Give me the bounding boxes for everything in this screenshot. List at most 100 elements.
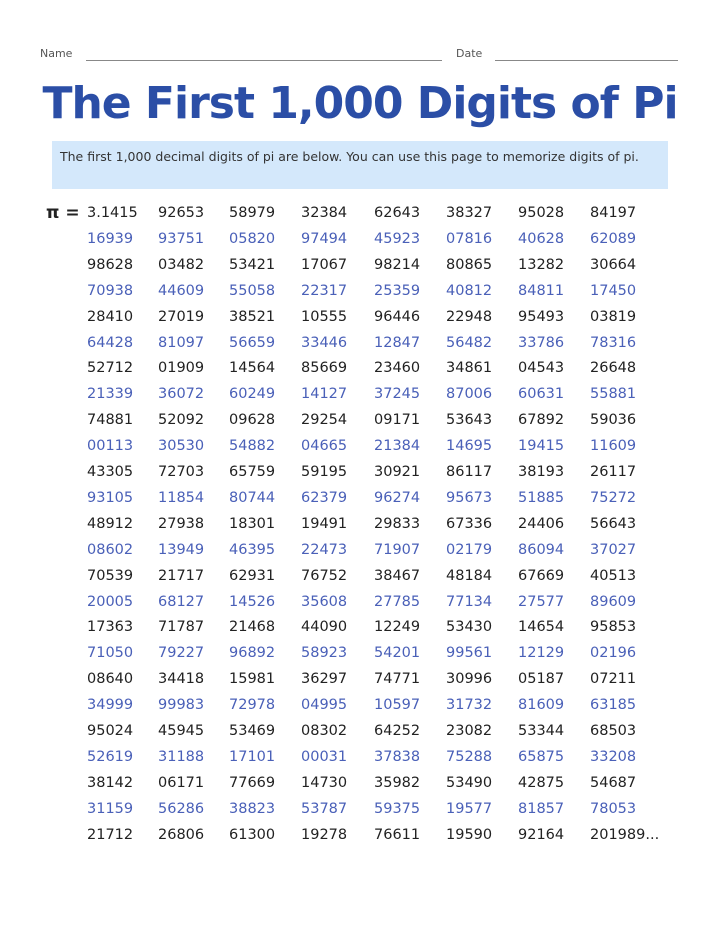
digit-group: 76752 (301, 567, 348, 584)
digit-row: 70938 44609 55058 22317 25359 40812 84811 17450 (0, 283, 720, 309)
digit-group: 17363 (87, 619, 134, 636)
digit-group: 84197 (590, 205, 637, 221)
digit-group: 14654 (518, 619, 565, 636)
digit-group: 62089 (590, 230, 637, 247)
digit-group: 54201 (374, 645, 421, 662)
digit-group: 44609 (158, 282, 205, 299)
digit-group: 06171 (158, 774, 205, 791)
digit-group: 63185 (590, 697, 637, 714)
digit-group: 26117 (590, 464, 637, 480)
digit-group: 65759 (229, 464, 276, 480)
digit-group: 03819 (590, 308, 637, 325)
digit-group: 96892 (229, 645, 276, 662)
digit-group: 29833 (374, 515, 421, 532)
digit-group: 30996 (446, 671, 493, 688)
digit-row: 52619 31188 17101 00031 37838 75288 65875 33208 (0, 749, 720, 775)
digit-group: 26648 (590, 360, 637, 377)
digit-group: 37027 (590, 541, 637, 558)
digit-group: 99983 (158, 697, 205, 714)
digit-group: 86117 (446, 464, 493, 480)
digit-group: 55058 (229, 282, 276, 299)
digit-row: 17363 71787 21468 44090 12249 53430 14654 95853 (0, 619, 720, 645)
digit-group: 52092 (158, 412, 205, 429)
digit-group: 92164 (518, 826, 565, 843)
digit-group: 99561 (446, 645, 493, 662)
digit-row: 93105 11854 80744 62379 96274 95673 51885 75272 (0, 490, 720, 516)
digit-row: 08640 34418 15981 36297 74771 30996 05187 07211 (0, 671, 720, 697)
digit-group: 72703 (158, 464, 205, 480)
digit-group: 13282 (518, 256, 565, 273)
digit-row: 98628 03482 53421 17067 98214 80865 13282 30664 (0, 257, 720, 283)
digit-group: 64428 (87, 334, 134, 351)
digit-group: 34999 (87, 697, 134, 714)
digit-group: 87006 (446, 386, 493, 403)
digit-group: 19577 (446, 800, 493, 817)
digit-group: 67669 (518, 567, 565, 584)
digit-group: 3.1415 (87, 205, 138, 221)
digit-group: 62379 (301, 489, 348, 506)
digit-group: 38521 (229, 308, 276, 325)
name-field-line[interactable] (86, 60, 442, 61)
digit-group: 19278 (301, 826, 348, 843)
digit-group: 81857 (518, 800, 565, 817)
digit-group: 30530 (158, 438, 205, 455)
digit-group: 23082 (446, 723, 493, 739)
name-label: Name (40, 47, 73, 60)
digit-group: 89609 (590, 593, 637, 610)
digit-row: 16939 93751 05820 97494 45923 07816 40628 62089 (0, 231, 720, 257)
digit-group: 71907 (374, 541, 421, 558)
digit-group: 95853 (590, 619, 637, 636)
digit-group: 59036 (590, 412, 637, 429)
digit-group: 65875 (518, 748, 565, 765)
digit-group: 21712 (87, 826, 134, 843)
digit-group: 56482 (446, 334, 493, 351)
digit-group: 31732 (446, 697, 493, 714)
digit-group: 14730 (301, 774, 348, 791)
digit-group: 14695 (446, 438, 493, 455)
digit-group: 33786 (518, 334, 565, 351)
digit-group: 59195 (301, 464, 348, 480)
digit-row: 48912 27938 18301 19491 29833 67336 24406 56643 (0, 516, 720, 542)
digit-group: 05820 (229, 230, 276, 247)
digit-row: 21339 36072 60249 14127 37245 87006 60631 55881 (0, 386, 720, 412)
digit-group: 14564 (229, 360, 276, 377)
digit-group: 21339 (87, 386, 134, 403)
date-label: Date (456, 47, 483, 60)
digit-group: 78316 (590, 334, 637, 351)
digit-group: 04543 (518, 360, 565, 377)
digit-group: 04665 (301, 438, 348, 455)
digit-group: 10555 (301, 308, 348, 325)
digit-group: 58979 (229, 205, 276, 221)
digit-row: 71050 79227 96892 58923 54201 99561 12129 02196 (0, 645, 720, 671)
digit-group: 13949 (158, 541, 205, 558)
digit-row: 21712 26806 61300 19278 76611 19590 92164 20198… (0, 827, 720, 853)
digit-group: 71050 (87, 645, 134, 662)
digit-group: 67892 (518, 412, 565, 429)
digit-group: 53490 (446, 774, 493, 791)
digit-group: 53421 (229, 256, 276, 273)
digit-group: 19415 (518, 438, 565, 455)
name-date-header: Name Date (40, 45, 680, 63)
digit-group: 17450 (590, 282, 637, 299)
digit-group: 02196 (590, 645, 637, 662)
digit-group: 12129 (518, 645, 565, 662)
digit-group: 22317 (301, 282, 348, 299)
digit-group: 00031 (301, 748, 348, 765)
digit-group: 21468 (229, 619, 276, 636)
digit-row: 20005 68127 14526 35608 27785 77134 27577 89609 (0, 594, 720, 620)
digit-group: 22948 (446, 308, 493, 325)
digit-group: 44090 (301, 619, 348, 636)
digit-group: 70938 (87, 282, 134, 299)
digit-group: 05187 (518, 671, 565, 688)
digit-group: 19491 (301, 515, 348, 532)
digit-group: 51885 (518, 489, 565, 506)
digit-group: 33208 (590, 748, 637, 765)
digit-row: 70539 21717 62931 76752 38467 48184 67669 40513 (0, 568, 720, 594)
digit-row: 08602 13949 46395 22473 71907 02179 86094 37027 (0, 542, 720, 568)
date-field-line[interactable] (495, 60, 678, 61)
digit-group: 27019 (158, 308, 205, 325)
digit-group: 64252 (374, 723, 421, 739)
digit-row: 00113 30530 54882 04665 21384 14695 19415 11609 (0, 438, 720, 464)
digit-group: 14526 (229, 593, 276, 610)
digit-group: 21384 (374, 438, 421, 455)
